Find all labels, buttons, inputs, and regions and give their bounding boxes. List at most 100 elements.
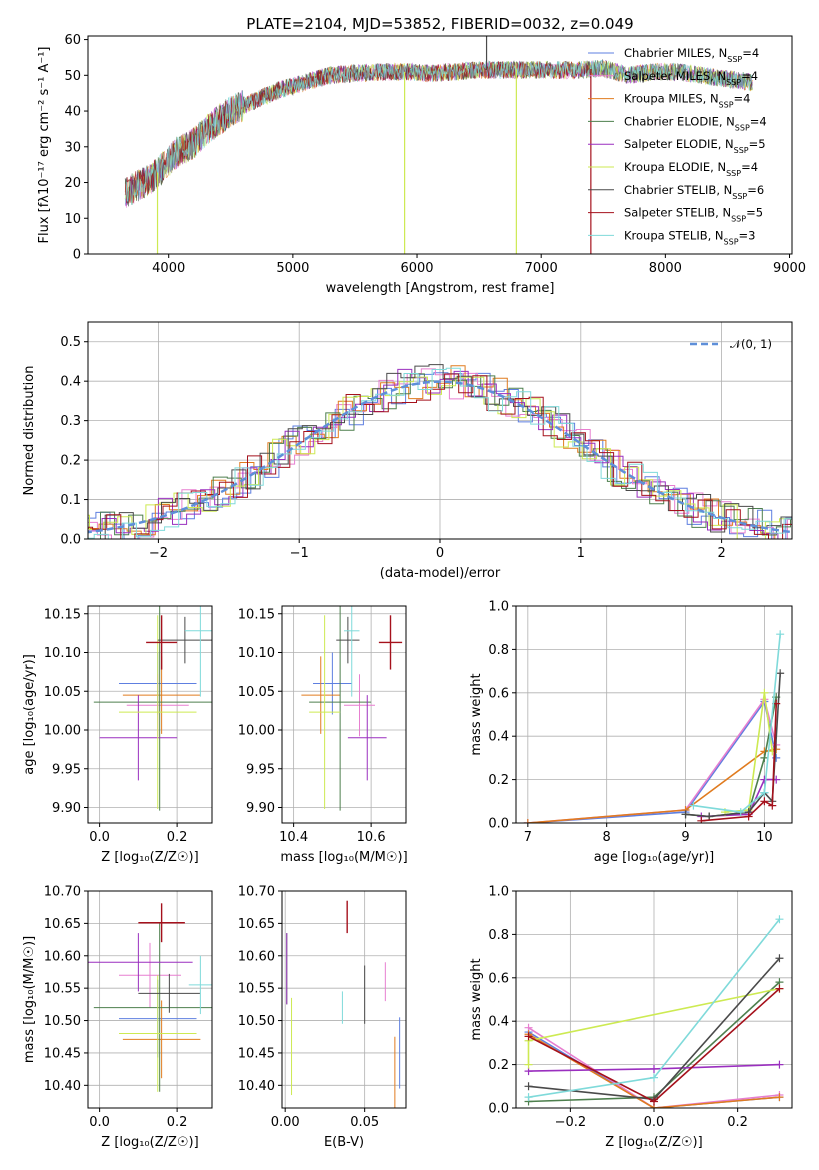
y-tick-label: 0.2 bbox=[488, 1058, 509, 1073]
y-tick-label: 10.55 bbox=[238, 982, 275, 997]
x-tick-label: 9 bbox=[681, 830, 689, 845]
y-axis-label: age [log₁₀(age/yr)] bbox=[22, 654, 37, 775]
y-tick-label: 9.90 bbox=[52, 801, 81, 816]
x-tick-label: 0.00 bbox=[271, 1115, 300, 1130]
panel-massweight-vs-age: 7 8 9 10 0.0 0.2 0.4 0.6 0.8 1.0 age [log₁₀(age/yr… bbox=[469, 600, 793, 865]
x-axis-label: Z [log₁₀(Z/Z☉)] bbox=[101, 850, 198, 865]
axes-frame bbox=[281, 890, 407, 1109]
data-point bbox=[524, 1032, 533, 1041]
x-tick-label: −0.2 bbox=[555, 1115, 587, 1130]
histogram-steps bbox=[88, 367, 792, 539]
y-tick-label: 10.45 bbox=[238, 1046, 275, 1061]
y-tick-label: 10.50 bbox=[238, 1014, 275, 1029]
plot-area-residuals bbox=[88, 364, 792, 539]
legend-label: 𝒩(0, 1) bbox=[730, 337, 772, 351]
legend-label: Kroupa MILES, NSSP=4 bbox=[624, 92, 750, 110]
histogram-steps bbox=[88, 373, 792, 539]
y-axis-label: Flux [fλ10⁻¹⁷ erg cm⁻² s⁻¹ A⁻¹] bbox=[37, 47, 52, 244]
gaussian-curve bbox=[88, 380, 792, 534]
y-tick-label: 0.0 bbox=[488, 1102, 509, 1117]
data-point bbox=[775, 915, 784, 924]
y-axis-label: Normed distribution bbox=[22, 366, 37, 496]
plot-area-age-vs-mass bbox=[301, 606, 403, 811]
x-tick-label: −2 bbox=[149, 546, 168, 561]
axes-frame bbox=[87, 35, 793, 255]
panel-mass-vs-ebv: 0.00 0.05 10.40 10.45 10.50 10.55 10.60 10.65 10… bbox=[238, 885, 407, 1150]
y-tick-label: 10.10 bbox=[238, 646, 275, 661]
panel-age-vs-mass: 10.4 10.6 9.90 9.95 10.00 10.05 10.10 10.15 mass… bbox=[238, 605, 408, 865]
x-tick-label: 0.0 bbox=[89, 1115, 110, 1130]
x-tick-label: 0.0 bbox=[644, 1115, 665, 1130]
axes-frame bbox=[281, 605, 407, 824]
y-tick-label: 0.6 bbox=[488, 971, 509, 986]
x-tick-label: 0.2 bbox=[167, 830, 188, 845]
y-tick-label: 0.1 bbox=[60, 493, 81, 508]
data-point bbox=[760, 788, 769, 797]
legend-label: Chabrier MILES, NSSP=4 bbox=[624, 46, 759, 64]
x-tick-label: 7000 bbox=[525, 261, 558, 276]
y-tick-label: 10.40 bbox=[44, 1079, 81, 1094]
x-tick-label: 0.2 bbox=[727, 1115, 748, 1130]
data-point bbox=[776, 630, 785, 639]
data-point bbox=[775, 984, 784, 993]
panel-spectrum: 4000 5000 6000 7000 8000 9000 0 10 20 30 40 50 60 wav… bbox=[37, 33, 806, 296]
plot-area-mass-vs-Z bbox=[88, 903, 212, 1092]
data-point bbox=[524, 1082, 533, 1091]
data-point bbox=[650, 1064, 658, 1073]
axes-frame bbox=[87, 890, 213, 1109]
y-tick-label: 10.15 bbox=[238, 607, 275, 622]
y-tick-label: 10 bbox=[64, 212, 81, 227]
y-tick-label: 0.3 bbox=[60, 414, 81, 429]
x-tick-label: 1 bbox=[577, 546, 585, 561]
figure-title: PLATE=2104, MJD=53852, FIBERID=0032, z=0… bbox=[246, 15, 633, 33]
y-tick-label: 0.6 bbox=[488, 686, 509, 701]
y-tick-label: 20 bbox=[64, 176, 81, 191]
y-tick-label: 60 bbox=[64, 33, 81, 48]
data-point bbox=[775, 1093, 784, 1102]
y-tick-label: 10.70 bbox=[44, 885, 81, 900]
y-tick-label: 10.60 bbox=[44, 949, 81, 964]
x-tick-label: 6000 bbox=[400, 261, 433, 276]
x-tick-label: 4000 bbox=[152, 261, 185, 276]
y-tick-label: 9.90 bbox=[246, 801, 275, 816]
y-tick-label: 1.0 bbox=[488, 885, 509, 900]
y-tick-label: 10.15 bbox=[44, 607, 81, 622]
x-tick-label: 0.2 bbox=[167, 1115, 188, 1130]
legend-label: Salpeter MILES, NSSP=4 bbox=[624, 69, 758, 87]
legend-label: Salpeter STELIB, NSSP=5 bbox=[624, 206, 763, 224]
x-axis-label: E(B-V) bbox=[324, 1135, 364, 1150]
data-point bbox=[775, 1060, 784, 1069]
legend-label: Chabrier ELODIE, NSSP=4 bbox=[624, 114, 767, 131]
y-tick-label: 10.00 bbox=[238, 724, 275, 739]
y-tick-label: 0.0 bbox=[60, 533, 81, 548]
y-tick-label: 9.95 bbox=[52, 762, 81, 777]
x-axis-label: mass [log₁₀(M/M☉)] bbox=[280, 850, 407, 865]
y-tick-label: 0.8 bbox=[488, 643, 509, 658]
histogram-steps bbox=[88, 376, 792, 539]
y-tick-label: 10.65 bbox=[238, 917, 275, 932]
y-tick-label: 0.4 bbox=[488, 1015, 509, 1030]
panel-massweight-vs-Z: −0.2 0.0 0.2 0.0 0.2 0.4 0.6 0.8 1.0 Z [log₁₀(Z/Z… bbox=[469, 885, 793, 1150]
histogram-steps bbox=[88, 365, 792, 539]
x-tick-label: 0.0 bbox=[89, 830, 110, 845]
y-tick-label: 10.45 bbox=[44, 1046, 81, 1061]
legend-label: Chabrier STELIB, NSSP=6 bbox=[624, 183, 764, 201]
y-tick-label: 10.60 bbox=[238, 949, 275, 964]
x-axis-label: (data-model)/error bbox=[380, 566, 501, 581]
plot-area-spectrum bbox=[124, 36, 753, 254]
data-point bbox=[776, 669, 785, 678]
y-axis-label: mass weight bbox=[469, 958, 484, 1040]
x-tick-label: 8 bbox=[603, 830, 611, 845]
y-axis-label: mass [log₁₀(M/M☉)] bbox=[22, 936, 37, 1063]
data-point bbox=[524, 1060, 533, 1069]
x-tick-label: 2 bbox=[717, 546, 725, 561]
data-point bbox=[768, 801, 777, 810]
y-tick-label: 30 bbox=[64, 140, 81, 155]
y-tick-label: 10.70 bbox=[238, 885, 275, 900]
data-point bbox=[650, 1073, 658, 1082]
legend-label: Kroupa ELODIE, NSSP=4 bbox=[624, 160, 758, 178]
data-point bbox=[744, 812, 753, 821]
panel-residuals: −2 −1 0 1 2 0.0 0.1 0.2 0.3 0.4 0.5 (data-model)/er… bbox=[22, 321, 793, 581]
y-tick-label: 0.0 bbox=[488, 817, 509, 832]
y-tick-label: 0.2 bbox=[60, 454, 81, 469]
